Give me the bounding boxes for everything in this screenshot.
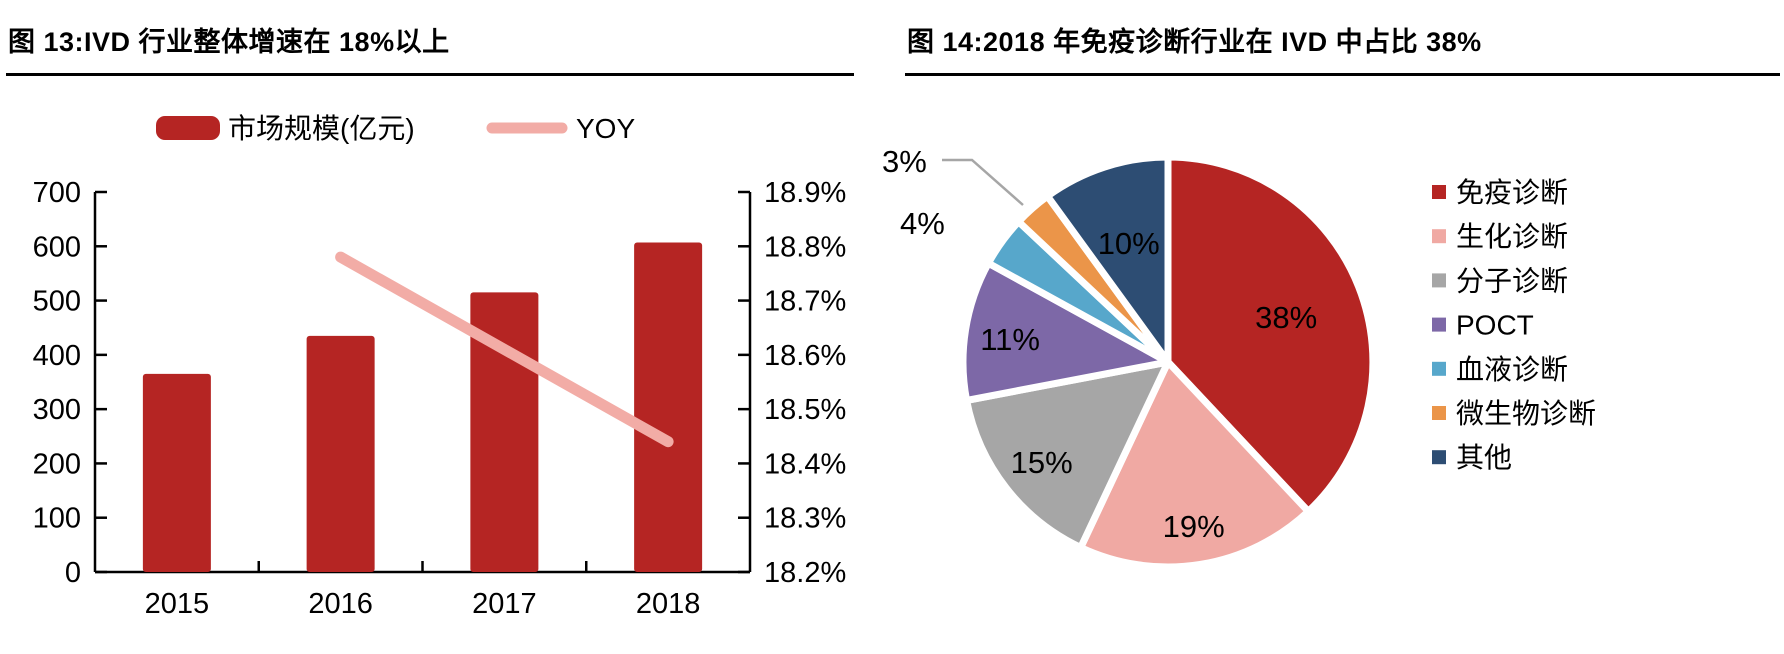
figure-14-title: 图 14:2018 年免疫诊断行业在 IVD 中占比 38% — [907, 27, 1482, 57]
pie-label-outside-4pct: 4% — [900, 206, 945, 241]
right-tick-label: 18.3% — [764, 503, 846, 535]
bar-2015 — [142, 373, 211, 572]
combo-legend: 市场规模(亿元) YOY — [156, 113, 635, 144]
left-tick-label: 200 — [33, 448, 81, 480]
left-tick-label: 500 — [33, 286, 81, 318]
pie-slice-0 — [1164, 153, 1377, 515]
x-category-label: 2015 — [145, 588, 210, 620]
figure-14-header: 图 14:2018 年免疫诊断行业在 IVD 中占比 38% — [905, 10, 1780, 76]
left-tick-label: 600 — [33, 231, 81, 263]
pie-label-inside-1: 19% — [1163, 509, 1225, 544]
left-tick-label: 300 — [33, 394, 81, 426]
left-tick-label: 700 — [33, 177, 81, 209]
right-tick-label: 18.8% — [764, 231, 846, 263]
pie-legend-swatch-3 — [1432, 317, 1446, 332]
pie-slice-6 — [1044, 153, 1172, 366]
right-tick-label: 18.5% — [764, 394, 846, 426]
pie-slice-3 — [959, 259, 1172, 404]
x-category-label: 2017 — [472, 588, 537, 620]
left-tick-label: 400 — [33, 340, 81, 372]
pie-legend-label-6: 其他 — [1456, 442, 1512, 473]
legend-bar-swatch — [156, 116, 220, 140]
right-tick-label: 18.6% — [764, 340, 846, 372]
left-tick-label: 100 — [33, 503, 81, 535]
pie-leader-line — [942, 158, 1024, 206]
figure-13-header: 图 13:IVD 行业整体增速在 18%以上 — [6, 10, 854, 76]
pie-slice-1 — [1077, 358, 1312, 571]
figure-13-chart: 市场规模(亿元) YOY 700 600 500 400 300 200 100 0 18.9% 18… — [33, 113, 847, 620]
pie-label-inside-2: 15% — [1011, 445, 1073, 480]
pie-legend-label-3: POCT — [1456, 310, 1534, 341]
pie-label-inside-6: 10% — [1098, 226, 1160, 261]
pie-slice-2 — [963, 358, 1172, 551]
pie-legend-swatch-4 — [1432, 361, 1446, 376]
pie-label-inside-0: 38% — [1255, 300, 1317, 335]
x-category-label: 2018 — [636, 588, 701, 620]
pie-label-outside-3pct: 3% — [882, 144, 927, 179]
right-tick-label: 18.9% — [764, 177, 846, 209]
pie-legend-swatch-5 — [1432, 406, 1446, 420]
figure-13-title: 图 13:IVD 行业整体增速在 18%以上 — [8, 27, 450, 57]
right-tick-label: 18.7% — [764, 286, 846, 318]
pie-legend-label-4: 血液诊断 — [1456, 354, 1568, 385]
figure-13-panel: 图 13:IVD 行业整体增速在 18%以上 市场规模(亿元) YOY 700 600… — [6, 10, 854, 654]
yoy-line — [335, 251, 674, 448]
figure-14-panel: 图 14:2018 年免疫诊断行业在 IVD 中占比 38% 38% 19% 15%… — [870, 10, 1780, 654]
pie-legend-swatch-6 — [1432, 450, 1446, 465]
x-category-label: 2016 — [308, 588, 373, 620]
pie-legend-label-0: 免疫诊断 — [1456, 177, 1568, 208]
pie-legend-label-2: 分子诊断 — [1456, 265, 1568, 296]
pie-legend-swatch-0 — [1432, 185, 1446, 199]
right-tick-label: 18.2% — [764, 557, 846, 589]
bar-2018 — [634, 242, 703, 572]
left-tick-label: 0 — [65, 557, 81, 589]
pie-legend-label-5: 微生物诊断 — [1456, 398, 1596, 429]
pie-legend-swatch-2 — [1432, 273, 1446, 288]
bar-2016 — [306, 335, 375, 572]
pie-legend-label-1: 生化诊断 — [1456, 221, 1568, 252]
legend-line-label: YOY — [576, 113, 635, 144]
pie-legend-swatch-1 — [1432, 229, 1446, 244]
right-tick-label: 18.4% — [764, 448, 846, 480]
legend-bar-label: 市场规模(亿元) — [228, 113, 415, 144]
pie-label-inside-3: 11% — [980, 322, 1040, 357]
